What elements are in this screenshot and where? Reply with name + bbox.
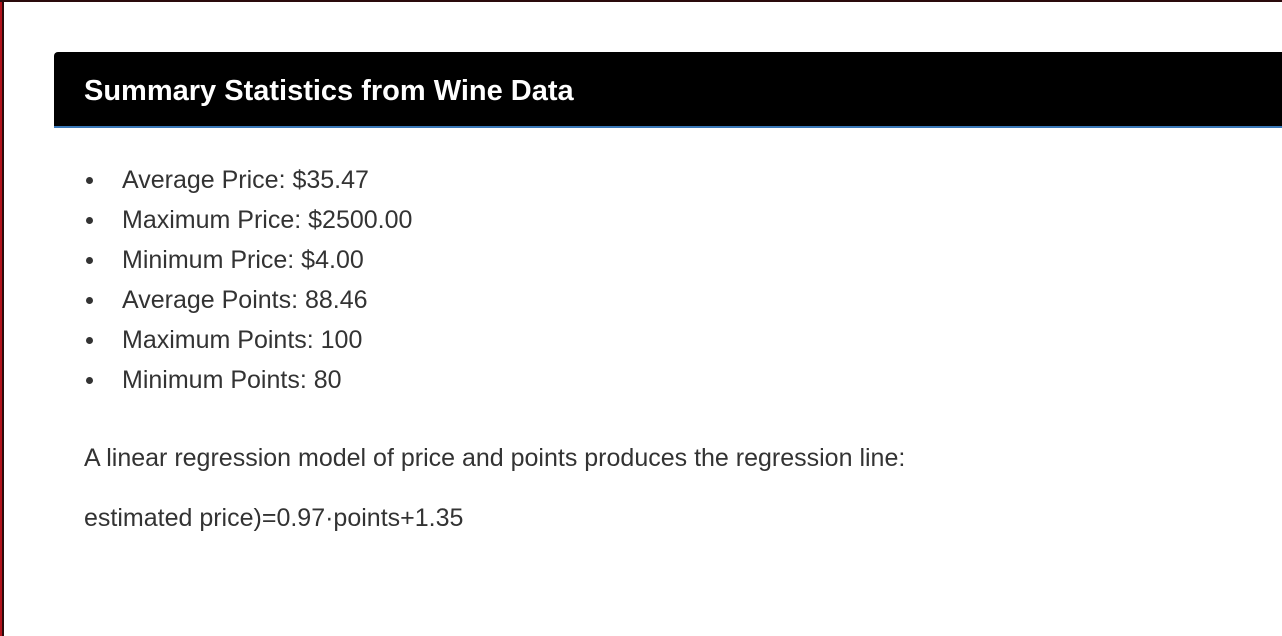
stats-item-label: Minimum Price: $4.00 <box>122 246 364 274</box>
stats-item-minimum-points: Minimum Points: 80 <box>84 360 412 400</box>
frame-top-border <box>0 0 1282 2</box>
stats-item-maximum-price: Maximum Price: $2500.00 <box>84 200 412 240</box>
bullet-icon <box>86 377 93 384</box>
bullet-icon <box>86 257 93 264</box>
bullet-icon <box>86 337 93 344</box>
stats-item-minimum-price: Minimum Price: $4.00 <box>84 240 412 280</box>
stats-item-maximum-points: Maximum Points: 100 <box>84 320 412 360</box>
stats-list: Average Price: $35.47 Maximum Price: $25… <box>84 160 412 400</box>
stats-item-average-price: Average Price: $35.47 <box>84 160 412 200</box>
regression-formula: estimated price)=0.97·points+1.35 <box>84 504 464 532</box>
stats-item-label: Average Price: $35.47 <box>122 166 369 194</box>
panel-header: Summary Statistics from Wine Data <box>54 52 1282 128</box>
stats-item-label: Maximum Points: 100 <box>122 326 363 354</box>
stats-item-label: Minimum Points: 80 <box>122 366 342 394</box>
stats-item-label: Average Points: 88.46 <box>122 286 368 314</box>
summary-panel: Summary Statistics from Wine Data Averag… <box>54 52 1282 636</box>
frame-left-border <box>0 0 2 636</box>
stats-item-average-points: Average Points: 88.46 <box>84 280 412 320</box>
panel-title: Summary Statistics from Wine Data <box>84 75 574 107</box>
stats-item-label: Maximum Price: $2500.00 <box>122 206 413 234</box>
regression-description: A linear regression model of price and p… <box>84 444 906 472</box>
bullet-icon <box>86 297 93 304</box>
bullet-icon <box>86 217 93 224</box>
bullet-icon <box>86 177 93 184</box>
frame-left-shadow <box>2 0 4 636</box>
